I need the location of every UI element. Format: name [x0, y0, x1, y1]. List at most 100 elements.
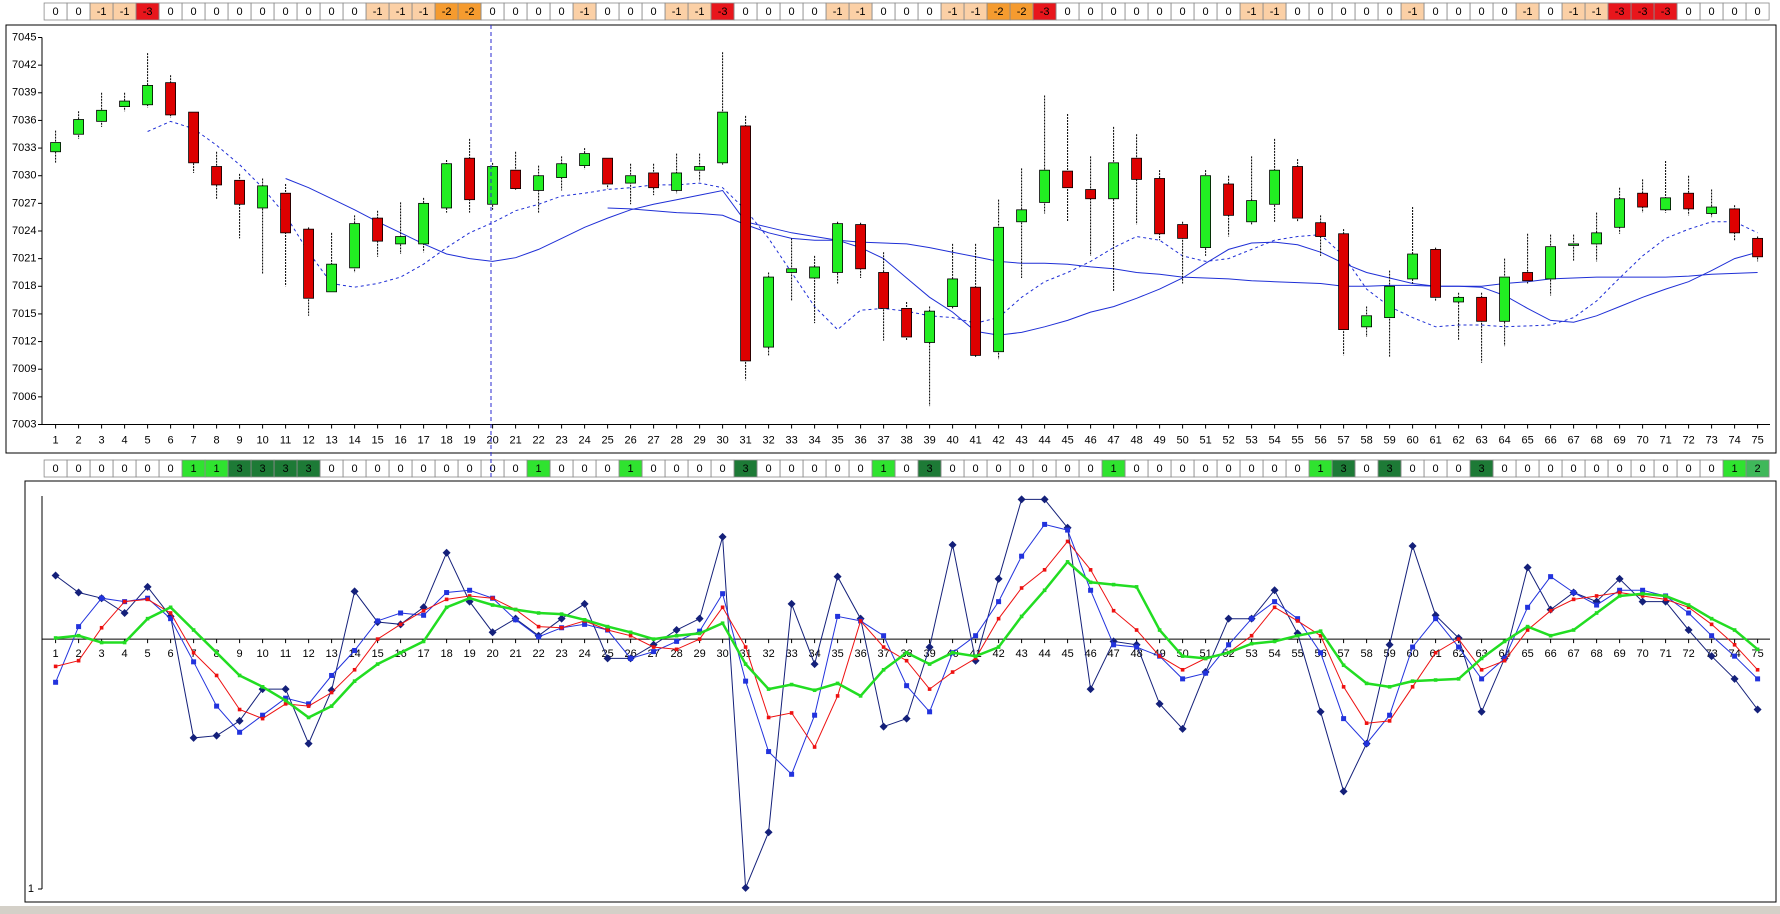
marker	[421, 612, 427, 618]
candle-body	[395, 236, 407, 245]
candle-body	[280, 192, 292, 234]
x-tick-label: 35	[831, 434, 843, 446]
candle-body	[1729, 208, 1740, 234]
signal-value: 0	[812, 6, 818, 18]
x-tick-label: 71	[1659, 648, 1671, 660]
signal-value: 0	[168, 463, 174, 475]
y-tick-label: 1	[28, 883, 34, 895]
marker	[1341, 663, 1346, 668]
marker	[557, 614, 566, 623]
x-tick-label: 37	[877, 648, 889, 660]
x-tick-label: 48	[1130, 434, 1142, 446]
x-tick-label: 25	[601, 434, 613, 446]
signal-value: 0	[214, 6, 220, 18]
marker	[1065, 560, 1070, 564]
signal-value: 0	[697, 463, 703, 475]
x-tick-label: 32	[762, 648, 774, 660]
signal-value: -1	[1523, 6, 1533, 18]
signal-value: -1	[948, 6, 958, 18]
marker	[1017, 495, 1026, 504]
marker	[1571, 628, 1576, 632]
marker	[812, 745, 817, 749]
signal-value: 0	[1088, 6, 1094, 18]
marker	[904, 650, 909, 655]
signal-value: 0	[766, 463, 772, 475]
x-tick-label: 11	[280, 648, 291, 660]
signal-value: 0	[1433, 6, 1439, 18]
y-tick-label: 7006	[12, 391, 36, 403]
y-tick-label: 7042	[12, 59, 36, 71]
marker	[743, 645, 748, 649]
signal-value: 0	[1640, 463, 1646, 475]
x-tick-label: 56	[1314, 434, 1326, 446]
marker	[536, 611, 541, 615]
signal-value: 3	[306, 463, 312, 475]
signal-value: 0	[1065, 6, 1071, 18]
signal-value: 0	[1134, 463, 1140, 475]
marker	[76, 633, 81, 638]
candle-body	[303, 228, 315, 299]
marker	[1065, 539, 1070, 544]
candle-body	[1522, 272, 1533, 282]
x-tick-label: 9	[237, 434, 243, 446]
signal-value: 0	[605, 6, 611, 18]
x-tick-label: 74	[1728, 434, 1740, 446]
marker	[1663, 597, 1668, 602]
signal-value: -1	[1270, 6, 1280, 18]
marker	[1523, 563, 1532, 572]
signal-value: 0	[1502, 6, 1508, 18]
signal-value: -3	[1040, 6, 1050, 18]
marker	[1684, 626, 1693, 635]
marker	[766, 749, 772, 755]
marker	[99, 595, 105, 601]
x-tick-label: 12	[302, 434, 314, 446]
marker	[1594, 602, 1600, 608]
signal-value: -3	[143, 6, 153, 18]
marker	[605, 628, 610, 632]
candle-body	[1016, 209, 1027, 223]
marker	[651, 645, 656, 649]
marker	[582, 621, 588, 627]
marker	[237, 729, 243, 735]
marker	[812, 712, 818, 718]
signal-value: 0	[1709, 463, 1715, 475]
x-tick-label: 19	[463, 648, 475, 660]
marker	[122, 599, 127, 604]
x-tick-label: 68	[1590, 648, 1602, 660]
marker	[1318, 629, 1323, 633]
x-tick-label: 51	[1199, 434, 1211, 446]
candle-body	[579, 153, 590, 166]
marker	[191, 628, 196, 632]
marker	[214, 703, 220, 709]
signal-value: 0	[1226, 463, 1232, 475]
marker	[1339, 787, 1348, 796]
marker	[948, 540, 957, 549]
marker	[53, 679, 59, 685]
signal-value: 0	[628, 6, 634, 18]
marker	[1525, 624, 1530, 629]
y-tick-label: 7033	[12, 142, 36, 154]
marker	[1272, 605, 1277, 610]
marker	[1019, 586, 1024, 590]
marker	[168, 616, 174, 622]
candle-body	[1292, 166, 1303, 219]
x-tick-label: 45	[1061, 648, 1073, 660]
signal-value: 0	[467, 463, 473, 475]
x-tick-label: 65	[1521, 648, 1533, 660]
marker	[1387, 719, 1392, 723]
marker	[1295, 616, 1301, 622]
marker	[1617, 594, 1622, 598]
marker	[674, 647, 679, 652]
signal-value: 1	[536, 463, 542, 475]
candle-body	[970, 286, 981, 356]
marker	[1155, 699, 1164, 708]
marker	[1224, 614, 1233, 623]
y-tick-label: 7018	[12, 280, 36, 292]
x-tick-label: 18	[440, 648, 452, 660]
marker	[490, 603, 495, 607]
marker	[1732, 653, 1738, 659]
marker	[1548, 608, 1553, 613]
x-tick-label: 37	[877, 434, 889, 446]
marker	[1730, 674, 1739, 683]
marker	[902, 714, 911, 723]
